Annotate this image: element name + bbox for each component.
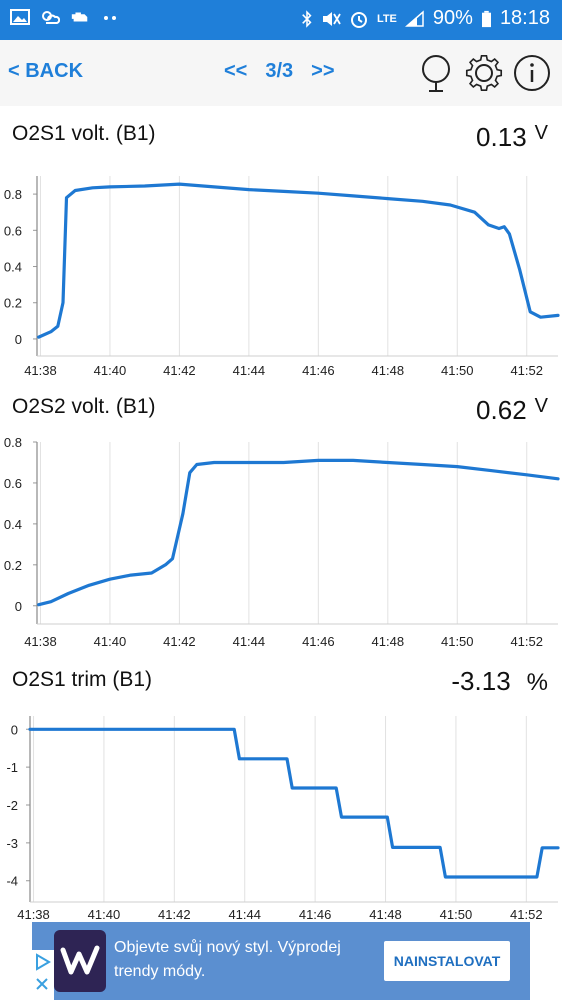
o2s1-volt-title: O2S1 volt. (B1): [12, 122, 156, 145]
x-tick-label: 41:40: [88, 907, 121, 922]
y-tick-label: -2: [6, 798, 18, 813]
wish-logo-icon: [60, 945, 100, 975]
gallery-notification-icon: [10, 9, 30, 25]
o2s1-trim-chart: 41:38 41:40 41:42 41:44 41:46 41:48 41:50 41:52…: [6, 716, 560, 922]
x-tick-label: 41:40: [94, 634, 127, 649]
series-line: [37, 458, 560, 607]
y-tick-label: 0.4: [4, 260, 22, 275]
o2s2-volt-chart: 41:38 41:40 41:42 41:44 41:46 41:48 41:50 41:52…: [4, 438, 560, 649]
y-tick-label: 0.4: [4, 517, 22, 532]
ad-choices-icon[interactable]: [32, 922, 60, 1000]
weather-notification-icon: [42, 11, 60, 24]
ad-banner[interactable]: Objevte svůj nový styl. Výprodej trendy …: [32, 922, 530, 1000]
x-tick-label: 41:44: [233, 634, 266, 649]
x-tick-label: 41:52: [510, 363, 543, 378]
x-tick-label: 41:52: [510, 907, 543, 922]
x-tick-label: 41:38: [17, 907, 50, 922]
status-bar: LTE 90% 18:18: [0, 0, 562, 40]
series-line: [37, 182, 560, 339]
y-tick-label: -4: [6, 874, 18, 889]
x-tick-label: 41:42: [158, 907, 191, 922]
next-page-button[interactable]: >>: [311, 60, 335, 82]
y-tick-label: 0.8: [4, 438, 22, 450]
bluetooth-icon: [302, 9, 312, 28]
y-tick-label: 0: [15, 332, 22, 347]
y-tick-label: 0.2: [4, 296, 22, 311]
o2s2-volt-number: 0.62: [476, 395, 527, 425]
o2s2-volt-value: 0.62 V: [476, 395, 548, 426]
y-tick-label: -1: [6, 760, 18, 775]
y-tick-label: 0.6: [4, 476, 22, 491]
signal-icon: [404, 9, 424, 27]
mirror-icon[interactable]: [416, 52, 456, 94]
x-tick-label: 41:38: [24, 634, 57, 649]
o2s1-volt-value: 0.13 V: [476, 122, 548, 153]
ad-text: Objevte svůj nový styl. Výprodej trendy …: [114, 936, 374, 984]
series-line: [28, 727, 560, 879]
o2s2-volt-unit: V: [534, 395, 548, 417]
network-type-label: LTE: [376, 12, 397, 25]
app-toolbar: < BACK << 3/3 >>: [0, 40, 562, 106]
o2s1-trim-title: O2S1 trim (B1): [12, 668, 153, 691]
o2s2-volt-title: O2S2 volt. (B1): [12, 395, 156, 418]
x-tick-label: 41:50: [441, 363, 474, 378]
x-tick-label: 41:42: [163, 634, 196, 649]
x-tick-label: 41:40: [94, 363, 127, 378]
x-tick-label: 41:46: [302, 363, 335, 378]
more-notifications-icon: [104, 16, 116, 20]
x-tick-label: 41:44: [233, 363, 266, 378]
x-tick-label: 41:48: [372, 634, 405, 649]
clock: 18:18: [499, 7, 550, 29]
x-tick-label: 41:50: [440, 907, 473, 922]
x-tick-label: 41:50: [441, 634, 474, 649]
y-tick-label: 0: [11, 722, 18, 737]
o2s1-trim-number: -3.13: [451, 666, 511, 696]
battery-percentage: 90%: [432, 7, 473, 29]
ad-text-line2: trendy módy.: [114, 963, 206, 980]
x-tick-label: 41:44: [228, 907, 261, 922]
o2s1-volt-number: 0.13: [476, 122, 527, 152]
mute-icon: [322, 11, 341, 26]
o2s1-trim-unit: %: [526, 669, 548, 696]
info-icon[interactable]: [512, 52, 552, 94]
y-tick-label: 0: [15, 599, 22, 614]
page-indicator: 3/3: [265, 60, 294, 82]
x-tick-label: 41:46: [302, 634, 335, 649]
alarm-icon: [350, 11, 367, 28]
ad-install-button[interactable]: NAINSTALOVAT: [384, 941, 510, 981]
page-navigation: << 3/3 >>: [224, 60, 335, 83]
y-tick-label: 0.2: [4, 558, 22, 573]
ad-text-line1: Objevte svůj nový styl. Výprodej: [114, 939, 341, 956]
x-tick-label: 41:48: [369, 907, 402, 922]
x-tick-label: 41:52: [510, 634, 543, 649]
x-tick-label: 41:46: [299, 907, 332, 922]
y-tick-label: 0.8: [4, 187, 22, 202]
previous-page-button[interactable]: <<: [224, 60, 248, 82]
o2s1-trim-value: -3.13%: [451, 666, 548, 697]
gear-icon[interactable]: [464, 52, 504, 94]
y-tick-label: -3: [6, 836, 18, 851]
o2s1-volt-chart: 41:38 41:40 41:42 41:44 41:46 41:48 41:50 41:52…: [4, 176, 560, 378]
x-tick-label: 41:42: [163, 363, 196, 378]
y-tick-label: 0.6: [4, 223, 22, 238]
battery-icon: [481, 10, 491, 27]
o2s1-volt-unit: V: [534, 122, 548, 144]
car-engine-notification-icon: [71, 12, 88, 22]
x-tick-label: 41:38: [24, 363, 57, 378]
ad-app-logo: [54, 930, 106, 992]
back-button[interactable]: < BACK: [8, 60, 84, 82]
x-tick-label: 41:48: [372, 363, 405, 378]
